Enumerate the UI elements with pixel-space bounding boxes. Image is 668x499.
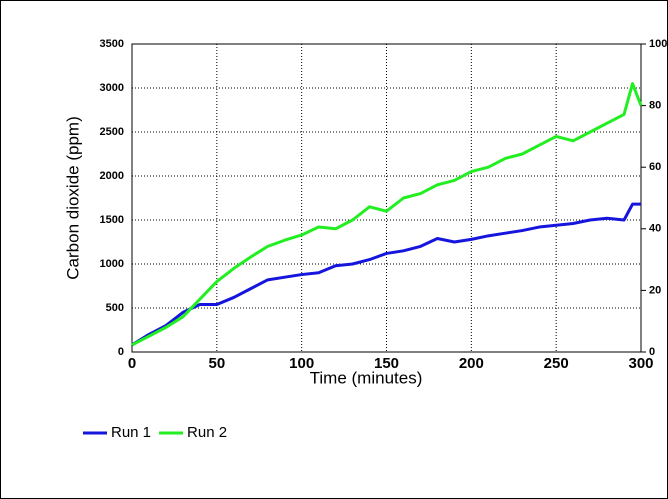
legend-label: Run 2: [187, 424, 227, 441]
y-tick-label: 1500: [100, 214, 124, 226]
y-tick-label: 2000: [100, 170, 124, 182]
y2-tick-label: 80: [649, 100, 661, 112]
series-line: [131, 202, 641, 347]
y2-tick-label: 100: [649, 38, 667, 50]
x-tick-label: 300: [628, 355, 653, 372]
x-tick-label: 200: [459, 355, 484, 372]
y2-tick-label: 60: [649, 161, 661, 173]
y-tick-label: 0: [118, 346, 124, 358]
y-tick-label: 500: [106, 302, 124, 314]
x-axis-label: Time (minutes): [310, 368, 423, 387]
x-tick-label: 150: [374, 355, 399, 372]
x-tick-label: 250: [544, 355, 569, 372]
y-axis-label: Carbon dioxide (ppm): [63, 116, 82, 279]
plot-border: [131, 43, 642, 353]
y-tick-label: 3500: [100, 38, 124, 50]
y2-tick-label: 40: [649, 223, 661, 235]
y-tick-label: 1000: [100, 258, 124, 270]
x-tick-label: 100: [289, 355, 314, 372]
y-tick-label: 3000: [100, 82, 124, 94]
y2-tick-label: 20: [649, 284, 661, 296]
x-tick-label: 0: [128, 355, 136, 372]
x-tick-label: 50: [208, 355, 225, 372]
y2-tick-label: 0: [649, 346, 655, 358]
y-tick-label: 2500: [100, 126, 124, 138]
legend-label: Run 1: [111, 424, 151, 441]
series-line: [131, 82, 643, 347]
